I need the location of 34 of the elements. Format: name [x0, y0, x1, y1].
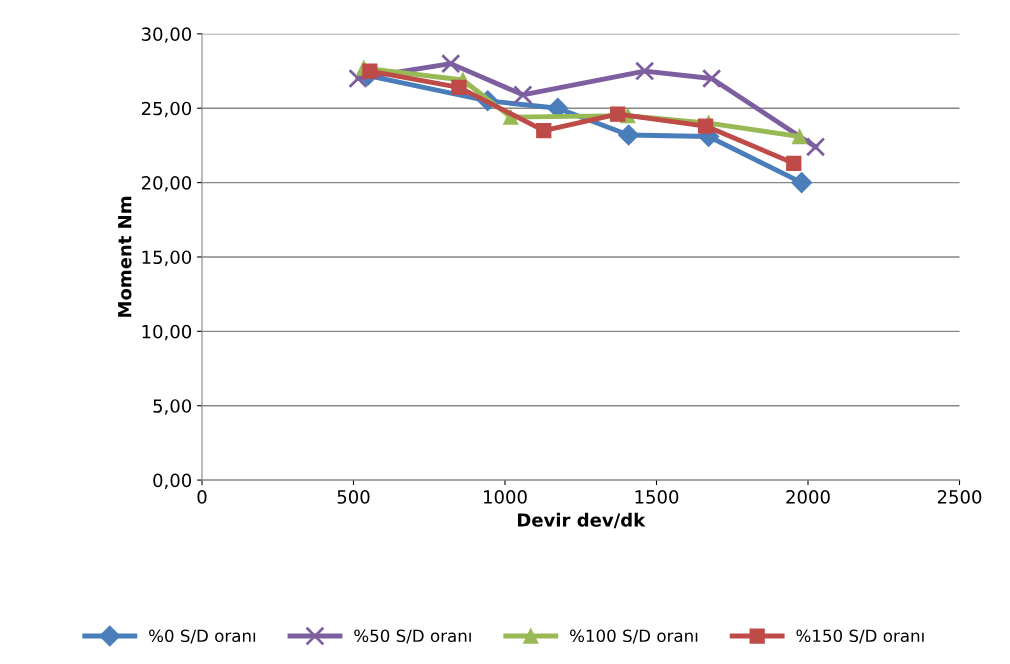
legend-label: %100 S/D oranı — [570, 629, 698, 644]
point — [348, 68, 368, 89]
point — [791, 128, 808, 145]
y-tick-label: 25,00 — [141, 101, 192, 118]
y-tick-label: 30,00 — [141, 27, 192, 43]
y-tick-label: 5,00 — [153, 399, 192, 415]
point — [610, 106, 626, 122]
point — [697, 118, 714, 134]
legend-label: %50 S/D oranı — [354, 629, 471, 644]
y-tick-label: 15,00 — [142, 250, 192, 266]
x-axis-title: Devir dev/dk — [517, 512, 646, 529]
x-tick-label: 1000 — [484, 490, 527, 504]
y-tick-label: 0,00 — [153, 473, 192, 490]
point — [451, 79, 467, 96]
legend-label: %0 S/D oranı — [149, 629, 256, 644]
point — [618, 124, 640, 146]
point — [786, 155, 802, 171]
point — [441, 53, 461, 74]
point — [791, 172, 813, 194]
point — [634, 61, 655, 81]
x-tick-label: 2500 — [937, 490, 982, 504]
point — [362, 63, 378, 79]
x-tick-label: 1500 — [635, 490, 679, 504]
x-tick-label: 0 — [197, 490, 207, 504]
point — [536, 122, 552, 139]
legend-label: %150 S/D oranı — [796, 629, 924, 644]
x-tick-label: 500 — [337, 490, 370, 504]
y-tick-label: 20,00 — [141, 176, 192, 192]
point — [513, 85, 533, 105]
y-axis-title: Moment Nm — [118, 196, 132, 317]
x-tick-label: 2000 — [786, 490, 830, 504]
y-tick-label: 10,00 — [142, 324, 192, 341]
point — [805, 137, 826, 157]
point — [701, 68, 722, 89]
